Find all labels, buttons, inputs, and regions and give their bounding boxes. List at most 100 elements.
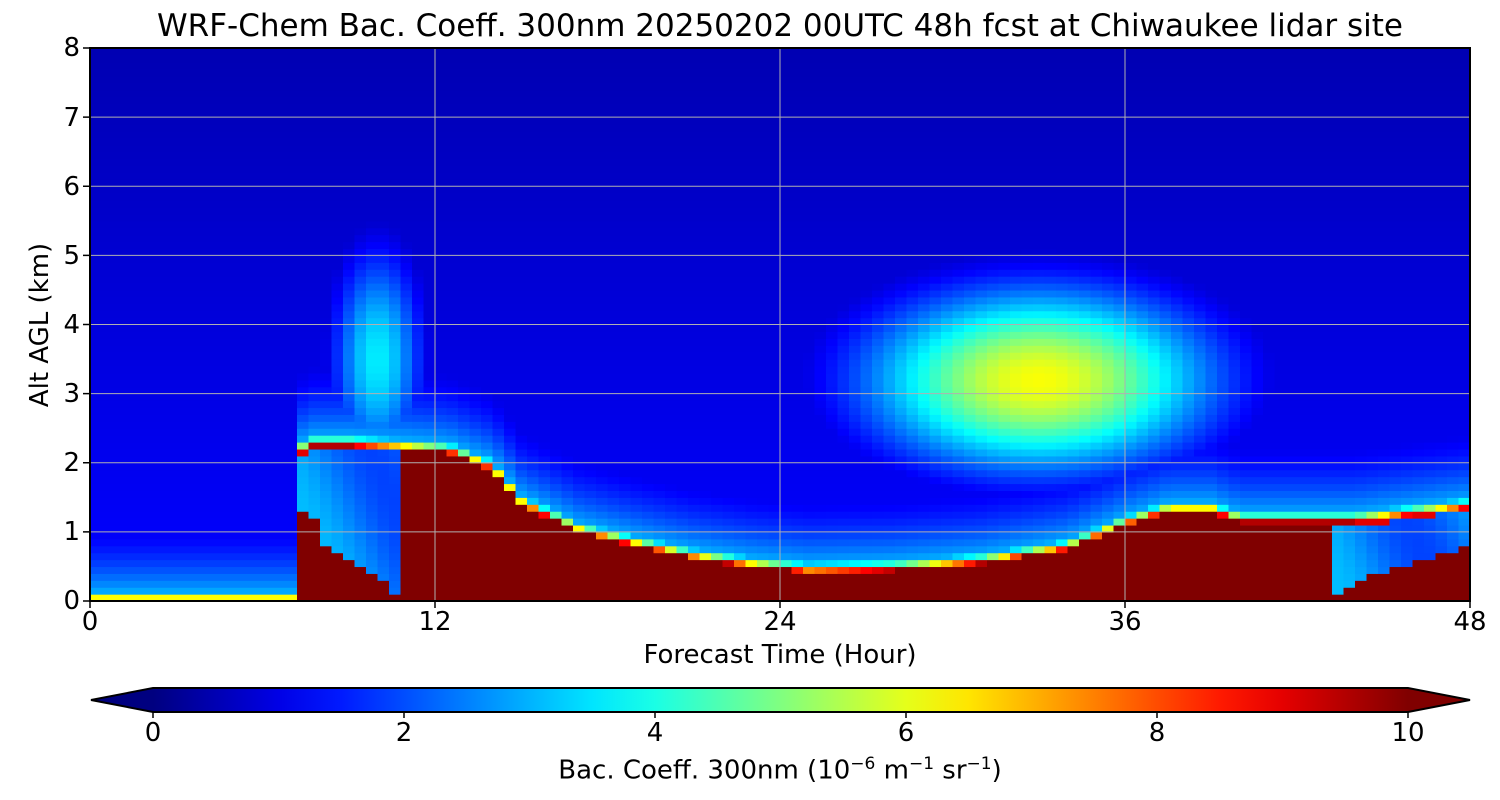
heatmap-cell <box>492 248 505 256</box>
heatmap-cell <box>285 580 298 588</box>
heatmap-cell <box>803 518 816 526</box>
heatmap-cell <box>331 365 344 374</box>
heatmap-cell <box>734 407 747 415</box>
heatmap-cell <box>297 573 310 581</box>
heatmap-cell <box>791 186 804 194</box>
heatmap-cell <box>170 283 183 291</box>
heatmap-cell <box>262 587 275 595</box>
heatmap-cell <box>147 213 160 222</box>
heatmap-cell <box>722 393 735 402</box>
heatmap-cell <box>193 227 206 236</box>
heatmap-cell <box>400 414 413 422</box>
heatmap-cell <box>147 117 160 125</box>
heatmap-cell <box>688 234 701 243</box>
heatmap-cell <box>136 442 149 450</box>
heatmap-cell <box>642 158 655 167</box>
heatmap-cell <box>377 552 390 561</box>
heatmap-cell <box>757 352 770 360</box>
heatmap-cell <box>550 538 563 547</box>
heatmap-cell <box>101 345 114 353</box>
heatmap-cell <box>446 573 459 581</box>
heatmap-cell <box>642 303 655 312</box>
heatmap-cell <box>791 96 804 104</box>
heatmap-cell <box>412 48 425 56</box>
heatmap-cell <box>665 68 678 77</box>
heatmap-cell <box>722 276 735 284</box>
heatmap-cell <box>228 200 241 208</box>
heatmap-cell <box>147 559 160 568</box>
heatmap-cell <box>389 289 402 298</box>
heatmap-cell <box>527 338 540 346</box>
heatmap-cell <box>573 421 586 429</box>
heatmap-cell <box>239 524 252 533</box>
heatmap-cell <box>596 331 609 339</box>
heatmap-cell <box>101 386 114 395</box>
heatmap-cell <box>159 594 172 601</box>
heatmap-cell <box>538 130 551 139</box>
heatmap-cell <box>389 476 402 485</box>
heatmap-cell <box>423 414 436 422</box>
heatmap-cell <box>584 124 597 132</box>
heatmap-cell <box>757 262 770 270</box>
heatmap-cell <box>768 186 781 194</box>
heatmap-cell <box>124 393 137 402</box>
heatmap-cell <box>446 393 459 402</box>
heatmap-cell <box>423 89 436 97</box>
heatmap-cell <box>504 421 517 429</box>
heatmap-cell <box>768 303 781 312</box>
heatmap-cell <box>320 442 333 450</box>
heatmap-cell <box>90 151 103 160</box>
heatmap-cell <box>550 524 563 533</box>
heatmap-cell <box>124 130 137 139</box>
heatmap-cell <box>596 435 609 443</box>
heatmap-cell <box>492 587 505 595</box>
heatmap-cell <box>354 483 367 491</box>
heatmap-cell <box>619 469 632 478</box>
heatmap-cell <box>400 283 413 291</box>
heatmap-cell <box>699 151 712 160</box>
heatmap-cell <box>147 110 160 118</box>
heatmap-cell <box>101 352 114 360</box>
heatmap-cell <box>205 193 218 201</box>
heatmap-cell <box>538 317 551 326</box>
heatmap-cell <box>274 511 287 519</box>
heatmap-cell <box>343 96 356 104</box>
heatmap-cell <box>90 345 103 353</box>
heatmap-cell <box>412 103 425 111</box>
heatmap-cell <box>262 469 275 478</box>
heatmap-cell <box>745 511 758 519</box>
heatmap-cell <box>251 317 264 326</box>
heatmap-cell <box>688 241 701 250</box>
heatmap-cell <box>458 220 471 229</box>
heatmap-cell <box>803 497 816 505</box>
heatmap-cell <box>239 338 252 346</box>
heatmap-cell <box>481 545 494 554</box>
heatmap-cell <box>757 151 770 160</box>
heatmap-cell <box>561 165 574 174</box>
heatmap-cell <box>389 400 402 409</box>
heatmap-cell <box>251 365 264 374</box>
heatmap-cell <box>113 421 126 429</box>
heatmap-cell <box>412 407 425 415</box>
heatmap-cell <box>653 213 666 222</box>
heatmap-cell <box>780 248 793 256</box>
heatmap-cell <box>768 234 781 243</box>
heatmap-cell <box>320 386 333 395</box>
heatmap-cell <box>331 552 344 561</box>
heatmap-cell <box>768 545 781 554</box>
heatmap-cell <box>561 179 574 187</box>
heatmap-cell <box>780 386 793 395</box>
heatmap-cell <box>481 89 494 97</box>
heatmap-cell <box>262 462 275 471</box>
heatmap-cell <box>423 82 436 91</box>
heatmap-cell <box>412 545 425 554</box>
heatmap-cell <box>354 303 367 312</box>
heatmap-cell <box>262 283 275 291</box>
heatmap-cell <box>331 359 344 367</box>
heatmap-cell <box>239 269 252 277</box>
heatmap-cell <box>435 490 448 498</box>
heatmap-cell <box>504 469 517 478</box>
heatmap-cell <box>527 359 540 367</box>
heatmap-cell <box>630 587 643 595</box>
heatmap-cell <box>366 144 379 153</box>
